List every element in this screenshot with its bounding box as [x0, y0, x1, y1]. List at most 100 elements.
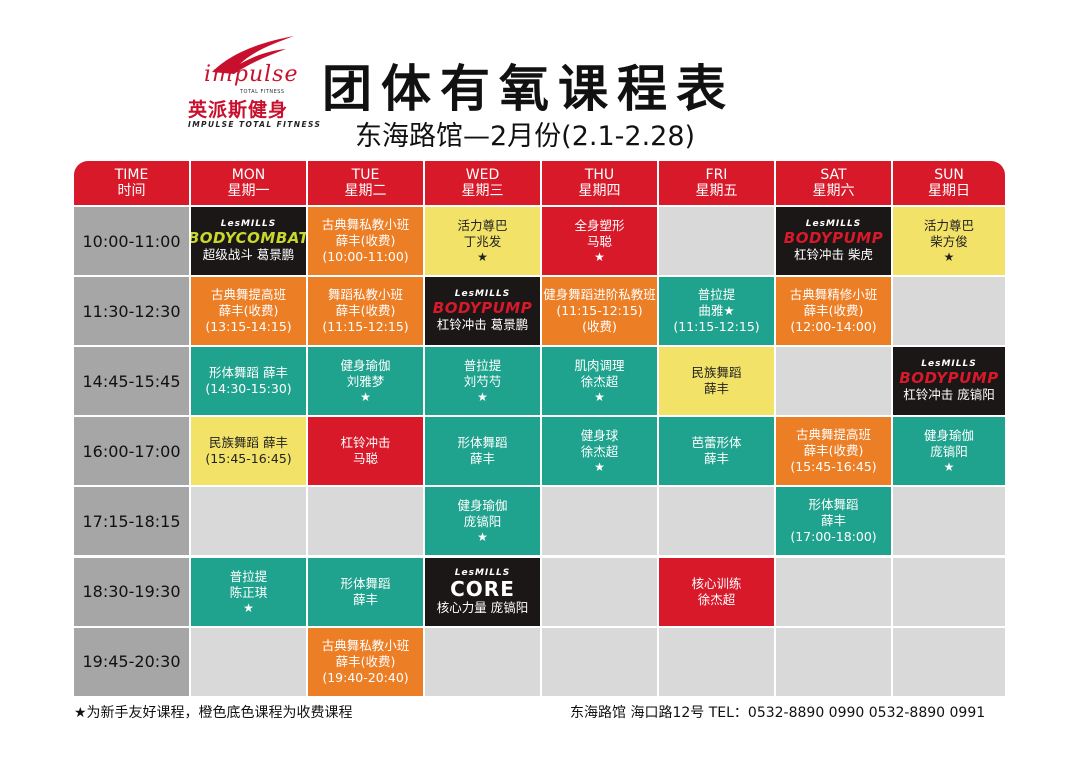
empty-slot	[542, 557, 657, 626]
class-text-line: 古典舞私教小班	[321, 637, 410, 653]
class-cell[interactable]: LesMILLS BODYPUMP 杠铃冲击 葛景鹏	[425, 277, 540, 346]
header-en: WED	[465, 167, 500, 183]
class-text-line: 薛丰	[352, 591, 378, 607]
class-cell[interactable]: 古典舞精修小班 薛丰(收费) (12:00-14:00)	[776, 277, 891, 346]
class-text-line: (17:00-18:00)	[790, 529, 877, 545]
empty-slot	[893, 277, 1005, 346]
logo-small-text: TOTAL FITNESS	[240, 89, 285, 95]
class-cell[interactable]: 古典舞提高班 薛丰(收费) (15:45-16:45)	[776, 417, 891, 486]
class-cell[interactable]: 肌肉调理 徐杰超 ★	[542, 347, 657, 416]
program-logo: BODYPUMP	[432, 299, 533, 318]
class-cell[interactable]: 全身塑形 马聪 ★	[542, 207, 657, 276]
header-cn: 星期四	[578, 183, 621, 199]
logo-chinese: 英派斯健身	[188, 99, 289, 121]
class-text-line: 徐杰超	[580, 374, 619, 390]
page-title: 团体有氧课程表	[322, 60, 735, 118]
class-text-line: 薛丰	[703, 381, 729, 397]
class-text-line: 形体舞蹈 薛丰	[209, 365, 288, 381]
class-text-line: 薛丰(收费)	[335, 233, 396, 249]
program-logo: BODYPUMP	[783, 229, 884, 248]
lesmills-logo: LesMILLS	[921, 359, 977, 370]
header-cn: 星期一	[227, 183, 270, 199]
header-cell-mon: MON 星期一	[191, 161, 306, 205]
empty-slot	[776, 347, 891, 416]
empty-slot	[425, 627, 540, 696]
class-cell[interactable]: LesMILLS CORE 核心力量 庞镐阳	[425, 557, 540, 626]
class-cell[interactable]: 民族舞蹈 薛丰	[659, 347, 774, 416]
class-text-line: (11:15-12:15)	[556, 303, 643, 319]
beginner-star-icon: ★	[477, 250, 488, 265]
class-cell[interactable]: 健身球 徐杰超 ★	[542, 417, 657, 486]
class-cell[interactable]: 健身瑜伽 刘雅梦 ★	[308, 347, 423, 416]
class-cell[interactable]: 普拉提 刘芍芍 ★	[425, 347, 540, 416]
class-text-line: 普拉提	[463, 358, 502, 374]
class-text-line: 核心力量 庞镐阳	[436, 599, 529, 615]
class-cell[interactable]: 古典舞私教小班 薛丰(收费) (19:40-20:40)	[308, 627, 423, 696]
time-cell: 16:00-17:00	[74, 417, 189, 486]
class-cell[interactable]: 活力尊巴 丁兆发 ★	[425, 207, 540, 276]
class-cell[interactable]: 舞蹈私教小班 薛丰(收费) (11:15-12:15)	[308, 277, 423, 346]
class-text-line: 庞镐阳	[463, 514, 502, 530]
class-cell[interactable]: 古典舞私教小班 薛丰(收费) (10:00-11:00)	[308, 207, 423, 276]
beginner-star-icon: ★	[243, 600, 254, 615]
class-text-line: 健身瑜伽	[340, 358, 391, 374]
class-cell[interactable]: 芭蕾形体 薛丰	[659, 417, 774, 486]
class-cell[interactable]: 形体舞蹈 薛丰 (17:00-18:00)	[776, 487, 891, 556]
class-cell[interactable]: 民族舞蹈 薛丰 (15:45-16:45)	[191, 417, 306, 486]
class-cell[interactable]: 古典舞提高班 薛丰(收费) (13:15-14:15)	[191, 277, 306, 346]
time-cell: 19:45-20:30	[74, 627, 189, 696]
time-cell: 18:30-19:30	[74, 557, 189, 626]
class-cell[interactable]: 形体舞蹈 薛丰	[425, 417, 540, 486]
class-cell[interactable]: 形体舞蹈 薛丰 (14:30-15:30)	[191, 347, 306, 416]
class-text-line: 杠铃冲击	[340, 435, 391, 451]
class-cell[interactable]: 活力尊巴 柴方俊 ★	[893, 207, 1005, 276]
class-cell[interactable]: 形体舞蹈 薛丰	[308, 557, 423, 626]
class-text-line: 薛丰	[703, 451, 729, 467]
footer-note: ★为新手友好课程，橙色底色课程为收费课程	[74, 705, 353, 721]
class-text-line: (收费)	[582, 319, 617, 335]
class-text-line: (14:30-15:30)	[205, 381, 292, 397]
time-cell: 11:30-12:30	[74, 277, 189, 346]
class-text-line: 普拉提	[229, 568, 268, 584]
brand-logo: impulse TOTAL FITNESS 英派斯健身 IMPULSE TOTA…	[182, 34, 320, 134]
flame-swoosh-icon	[212, 36, 294, 74]
class-text-line: 杠铃冲击 葛景鹏	[436, 317, 529, 333]
header-cn: 星期五	[695, 183, 738, 199]
header-cell-sat: SAT 星期六	[776, 161, 891, 205]
class-text-line: 健身瑜伽	[457, 498, 508, 514]
class-text-line: 芭蕾形体	[691, 435, 742, 451]
class-text-line: 丁兆发	[463, 234, 502, 250]
class-cell[interactable]: 健身舞蹈进阶私教班 (11:15-12:15) (收费)	[542, 277, 657, 346]
class-text-line: 庞镐阳	[930, 444, 968, 460]
class-cell[interactable]: LesMILLS BODYCOMBAT 超级战斗 葛景鹏	[191, 207, 306, 276]
time-cell: 14:45-15:45	[74, 347, 189, 416]
class-cell[interactable]: 普拉提 陈正琪 ★	[191, 557, 306, 626]
class-text-line: 柴方俊	[930, 234, 968, 250]
empty-slot	[191, 487, 306, 556]
class-text-line: 刘芍芍	[463, 374, 502, 390]
class-text-line: (15:45-16:45)	[205, 451, 292, 467]
class-cell[interactable]: LesMILLS BODYPUMP 杠铃冲击 柴虎	[776, 207, 891, 276]
class-cell[interactable]: 健身瑜伽 庞镐阳 ★	[893, 417, 1005, 486]
class-text-line: (10:00-11:00)	[322, 249, 409, 265]
class-text-line: 马聪	[586, 234, 612, 250]
class-cell[interactable]: LesMILLS BODYPUMP 杠铃冲击 庞镐阳	[893, 347, 1005, 416]
class-cell[interactable]: 核心训练 徐杰超	[659, 557, 774, 626]
header-en: MON	[231, 167, 266, 183]
class-text-line: 薛丰(收费)	[218, 303, 279, 319]
header-cn: 星期六	[812, 183, 855, 199]
class-cell[interactable]: 杠铃冲击 马聪	[308, 417, 423, 486]
header-en: TIME	[114, 167, 149, 183]
class-text-line: 薛丰	[469, 451, 495, 467]
class-text-line: 古典舞私教小班	[321, 217, 410, 233]
header-en: TUE	[351, 167, 380, 183]
lesmills-logo: LesMILLS	[805, 219, 862, 230]
class-cell[interactable]: 健身瑜伽 庞镐阳 ★	[425, 487, 540, 556]
header-cn: 星期三	[461, 183, 504, 199]
header-en: SUN	[934, 167, 964, 183]
class-text-line: 薛丰(收费)	[803, 303, 864, 319]
class-text-line: 超级战斗 葛景鹏	[202, 247, 295, 263]
class-text-line: 形体舞蹈	[340, 575, 391, 591]
class-cell[interactable]: 普拉提 曲雅★ (11:15-12:15)	[659, 277, 774, 346]
program-logo: BODYCOMBAT	[191, 229, 306, 248]
